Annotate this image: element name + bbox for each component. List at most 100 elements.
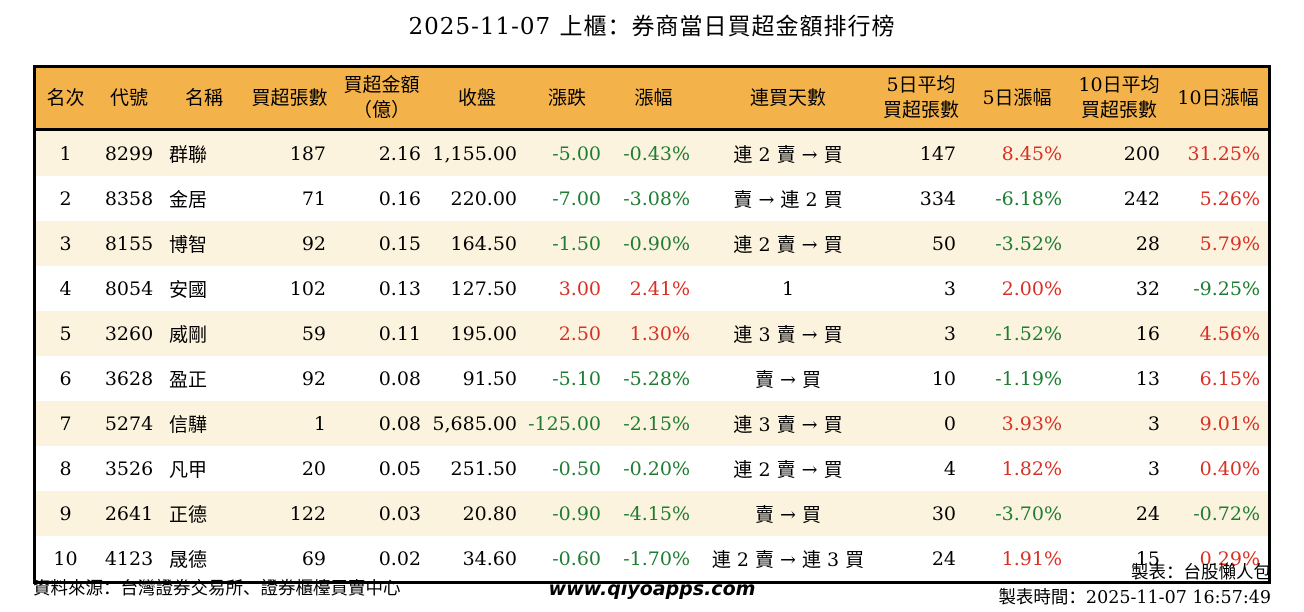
cell: 127.50	[450, 277, 517, 300]
cell: -3.70%	[995, 502, 1062, 525]
column-header: 買超金額 （億）	[334, 68, 429, 131]
cell: 50	[931, 232, 956, 255]
cell: 安國	[169, 279, 208, 301]
data-source-note: 資料來源：台灣證券交易所、證券櫃檯買賣中心	[33, 579, 401, 599]
cell: 5274	[104, 412, 154, 435]
cell: 7	[59, 412, 72, 435]
cell: 13	[1135, 367, 1160, 390]
cell: 博智	[169, 234, 208, 256]
cell: -6.18%	[995, 187, 1062, 210]
cell: 賣 → 買	[755, 369, 821, 391]
cell: 59	[301, 322, 326, 345]
cell: -1.50	[552, 232, 601, 255]
cell: 連 2 賣 → 買	[733, 459, 843, 481]
column-header: 5日漲幅	[964, 68, 1070, 131]
cell: -0.72%	[1193, 502, 1260, 525]
table-row: 7 5274 信驊 1 0.08 5,685.00 -125.00 -2.15% 連 3 賣 →…	[36, 401, 1268, 446]
column-header: 收盤	[429, 68, 525, 131]
cell: 9	[59, 502, 72, 525]
cell: 24	[931, 547, 956, 570]
cell: 1.82%	[1001, 457, 1062, 480]
column-header: 10日平均 買超張數	[1070, 68, 1168, 131]
cell: -1.19%	[995, 367, 1062, 390]
column-header: 5日平均 買超張數	[878, 68, 964, 131]
cell: 0.08	[378, 367, 421, 390]
cell: 8	[59, 457, 72, 480]
cell: 連 2 賣 → 買	[733, 234, 843, 256]
cell: 28	[1135, 232, 1160, 255]
cell: 8.45%	[1001, 142, 1062, 165]
cell: 盈正	[169, 369, 208, 391]
cell: 0.15	[378, 232, 421, 255]
cell: 6	[59, 367, 72, 390]
cell: 24	[1135, 502, 1160, 525]
cell: 3	[1147, 457, 1160, 480]
table-header: 名次 代號 名稱 買超張數 買超金額 （億） 收盤 漲跌 漲幅 連買天數 5日平均 買超張數 5日漲…	[36, 68, 1268, 131]
cell: 1.91%	[1001, 547, 1062, 570]
cell: 5.79%	[1199, 232, 1260, 255]
cell: 0.16	[378, 187, 421, 210]
cell: 92	[301, 367, 326, 390]
cell: -3.08%	[623, 187, 690, 210]
cell: 1,155.00	[432, 142, 517, 165]
cell: 凡甲	[169, 459, 208, 481]
cell: 0.13	[378, 277, 421, 300]
cell: 晟德	[169, 549, 208, 571]
cell: -0.60	[552, 547, 601, 570]
cell: 10	[931, 367, 956, 390]
cell: 30	[931, 502, 956, 525]
cell: 0.08	[378, 412, 421, 435]
cell: 6.15%	[1199, 367, 1260, 390]
column-header: 連買天數	[698, 68, 878, 131]
cell: 0.02	[378, 547, 421, 570]
cell: 連 3 賣 → 買	[733, 414, 843, 436]
cell: 91.50	[462, 367, 517, 390]
cell: 71	[301, 187, 326, 210]
cell: 147	[919, 142, 956, 165]
cell: 連 2 賣 → 連 3 買	[711, 549, 865, 571]
maker-info: 製表：台股懶人包 製表時間：2025-11-07 16:57:49	[998, 561, 1271, 611]
cell: 31.25%	[1187, 142, 1260, 165]
cell: 34.60	[462, 547, 517, 570]
cell: 20.80	[462, 502, 517, 525]
cell: 92	[301, 232, 326, 255]
cell: 16	[1135, 322, 1160, 345]
cell: 3260	[104, 322, 154, 345]
cell: 2.50	[558, 322, 601, 345]
cell: 正德	[169, 504, 208, 526]
cell: 8299	[104, 142, 154, 165]
table-row: 6 3628 盈正 92 0.08 91.50 -5.10 -5.28% 賣 → 買 10 -1.1…	[36, 356, 1268, 401]
cell: 信驊	[169, 414, 208, 436]
cell: 334	[919, 187, 956, 210]
cell: -5.10	[552, 367, 601, 390]
cell: 3	[943, 277, 956, 300]
cell: 0	[943, 412, 956, 435]
cell: 32	[1135, 277, 1160, 300]
cell: 1	[59, 142, 72, 165]
cell: 8054	[104, 277, 154, 300]
cell: 10	[53, 547, 78, 570]
cell: 251.50	[450, 457, 517, 480]
cell: 2.00%	[1001, 277, 1062, 300]
cell: 242	[1123, 187, 1160, 210]
table-row: 4 8054 安國 102 0.13 127.50 3.00 2.41% 1 3 2.00% 32 -9…	[36, 266, 1268, 311]
cell: 0.03	[378, 502, 421, 525]
column-header: 漲跌	[525, 68, 609, 131]
cell: -125.00	[528, 412, 601, 435]
cell: 4.56%	[1199, 322, 1260, 345]
cell: 20	[301, 457, 326, 480]
table-row: 3 8155 博智 92 0.15 164.50 -1.50 -0.90% 連 2 賣 → 買 5…	[36, 221, 1268, 266]
cell: 8155	[104, 232, 154, 255]
column-header: 名次	[36, 68, 95, 131]
column-header: 漲幅	[609, 68, 698, 131]
table-row: 2 8358 金居 71 0.16 220.00 -7.00 -3.08% 賣 → 連 2 買 3…	[36, 176, 1268, 221]
cell: 連 2 賣 → 買	[733, 144, 843, 166]
table-body: 1 8299 群聯 187 2.16 1,155.00 -5.00 -0.43% 連 2 賣 →…	[36, 129, 1268, 581]
column-header: 買超張數	[245, 68, 334, 131]
cell: -0.50	[552, 457, 601, 480]
cell: -0.90%	[623, 232, 690, 255]
column-header: 10日漲幅	[1168, 68, 1268, 131]
cell: 4123	[104, 547, 154, 570]
cell: 0.05	[378, 457, 421, 480]
